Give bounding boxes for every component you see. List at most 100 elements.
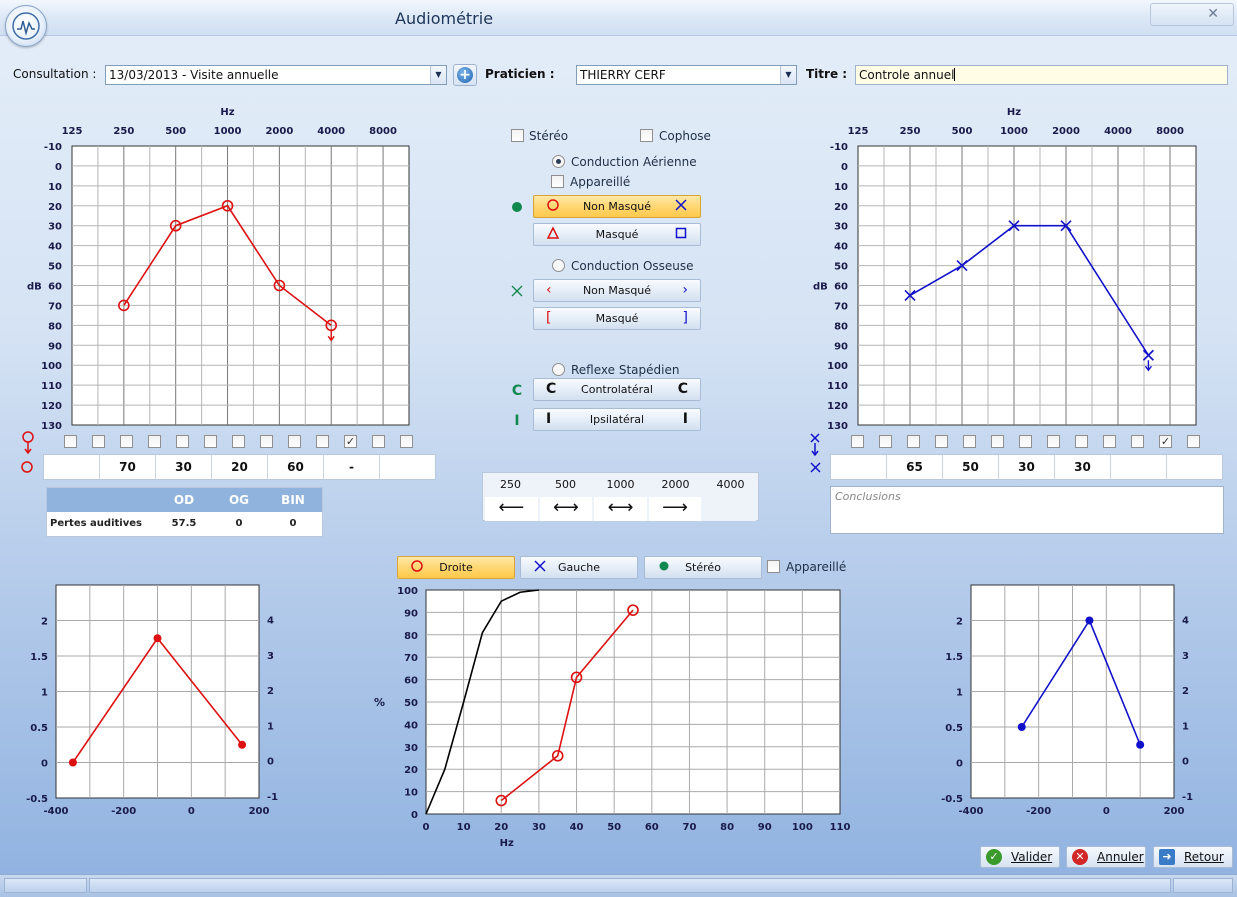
right-ear-circle-graphic [21, 461, 33, 473]
stereo-checkbox[interactable] [511, 129, 524, 142]
frequency-checkbox[interactable] [92, 435, 105, 448]
frequency-checkbox[interactable] [372, 435, 385, 448]
frequency-checkbox[interactable] [316, 435, 329, 448]
x-tick-label: 20 [494, 822, 508, 833]
audiometry-logo-icon[interactable] [5, 5, 47, 47]
conduction-osseuse-radio[interactable] [552, 259, 565, 272]
threshold-cell[interactable]: 20 [211, 455, 267, 479]
y-axis-label: dB [813, 282, 828, 293]
frequency-checkbox[interactable] [991, 435, 1004, 448]
bone-non-masque-button[interactable]: ‹ Non Masqué › [533, 279, 701, 302]
series-line [500, 609, 634, 802]
arrow-right-icon[interactable]: ⟶ [649, 497, 704, 521]
x-tick-label: 500 [952, 126, 973, 137]
small-chart-right[interactable]: -400 -200 0 200 -0.5 0 0.5 1 1.5 2 -1 0 1 2 3 4 [930, 580, 1220, 825]
frequency-checkbox[interactable] [232, 435, 245, 448]
appareille-label: Appareillé [570, 175, 631, 189]
gauche-tab[interactable]: Gauche [520, 556, 638, 579]
threshold-cell[interactable]: - [323, 455, 379, 479]
chevron-down-icon[interactable]: ▼ [430, 66, 446, 84]
vocal-appareille-label: Appareillé [786, 560, 847, 574]
vocal-audiogram-chart[interactable]: 0 10 20 30 40 50 60 70 80 90 100 110 0 10 20 30 40 50 60 70… [365, 582, 865, 852]
cophose-checkbox[interactable] [640, 129, 653, 142]
frequency-checkbox[interactable] [1075, 435, 1088, 448]
frequency-checkbox[interactable] [1019, 435, 1032, 448]
y-tick-label: 0 [841, 162, 848, 173]
threshold-cell[interactable] [1110, 455, 1166, 479]
frequency-checkbox[interactable] [851, 435, 864, 448]
frequency-checkbox[interactable] [1047, 435, 1060, 448]
droite-tab[interactable]: Droite [397, 556, 515, 579]
threshold-cell[interactable]: 60 [267, 455, 323, 479]
controlateral-button[interactable]: C Controlatéral C [533, 378, 701, 401]
frequency-checkbox[interactable] [963, 435, 976, 448]
valider-button[interactable]: ✓ Valider [980, 846, 1060, 868]
x-tick-label: 250 [900, 126, 921, 137]
y2-tick-label: 0 [267, 757, 274, 768]
audiogram-left-chart[interactable]: -10 0 10 20 30 40 50 60 70 80 90 100 110 120 130 125 250… [800, 100, 1237, 435]
titre-input[interactable]: Controle annuel [855, 65, 1228, 85]
frequency-checkbox[interactable] [400, 435, 413, 448]
consultation-select[interactable]: 13/03/2013 - Visite annuelle ▼ [105, 65, 447, 85]
arrow-left-icon[interactable]: ⟵ [485, 497, 540, 521]
frequency-checkbox[interactable] [64, 435, 77, 448]
frequency-checkbox[interactable] [260, 435, 273, 448]
conclusions-textarea[interactable]: Conclusions [830, 486, 1224, 534]
threshold-cell[interactable] [831, 455, 886, 479]
threshold-cell[interactable]: 50 [942, 455, 998, 479]
air-masque-button[interactable]: Masqué [533, 223, 701, 246]
y-tick-label: 30 [834, 222, 848, 233]
frequency-checkbox[interactable]: ✓ [344, 435, 357, 448]
hearing-loss-table: OD OG BIN Pertes auditives 57.5 0 0 [46, 487, 323, 537]
threshold-cell[interactable]: 30 [998, 455, 1054, 479]
title-bar [0, 0, 1237, 36]
x-tick-label: 125 [62, 126, 83, 137]
frequency-checkbox[interactable] [879, 435, 892, 448]
threshold-cell[interactable] [1166, 455, 1222, 479]
arrow-both-icon[interactable]: ⟷ [540, 497, 595, 521]
ipsilateral-button[interactable]: I Ipsilatéral I [533, 408, 701, 431]
audiogram-right-chart[interactable]: -10 0 10 20 30 40 50 60 70 80 90 100 110 120 130 125 250… [0, 100, 440, 435]
frequency-checkbox[interactable] [120, 435, 133, 448]
threshold-cell[interactable]: 30 [155, 455, 211, 479]
frequency-checkbox[interactable] [288, 435, 301, 448]
threshold-cell[interactable] [379, 455, 435, 479]
bone-masque-button[interactable]: [ Masqué ] [533, 307, 701, 330]
air-non-masque-button[interactable]: Non Masqué [533, 195, 701, 218]
reflexe-stapedien-radio[interactable] [552, 363, 565, 376]
frequency-checkbox[interactable] [1103, 435, 1116, 448]
stereo-tab[interactable]: Stéréo [644, 556, 762, 579]
threshold-cell[interactable]: 30 [1054, 455, 1110, 479]
frequency-checkbox[interactable] [1187, 435, 1200, 448]
arrow-both-icon[interactable]: ⟷ [594, 497, 649, 521]
chevron-down-icon[interactable]: ▼ [780, 66, 796, 84]
y2-tick-label: -1 [1182, 792, 1193, 803]
arrow-empty-cell[interactable] [703, 497, 756, 521]
appareille-checkbox[interactable] [551, 175, 564, 188]
vocal-appareille-checkbox[interactable] [767, 560, 780, 573]
frequency-checkbox[interactable] [148, 435, 161, 448]
threshold-cell[interactable]: 65 [886, 455, 942, 479]
y-tick-label: 0.5 [30, 723, 48, 734]
praticien-select[interactable]: THIERRY CERF ▼ [576, 65, 797, 85]
frequency-checkbox[interactable] [935, 435, 948, 448]
x-tick-label: 90 [758, 822, 772, 833]
frequency-checkbox[interactable]: ✓ [1159, 435, 1172, 448]
air-active-dot-graphic [512, 202, 522, 212]
frequency-checkbox[interactable] [1131, 435, 1144, 448]
data-point-dot [153, 634, 162, 643]
i-left-icon: I [546, 411, 552, 427]
annuler-button[interactable]: ✕ Annuler [1066, 846, 1146, 868]
conduction-osseuse-label: Conduction Osseuse [571, 259, 694, 273]
threshold-cell[interactable]: 70 [99, 455, 155, 479]
frequency-checkbox[interactable] [176, 435, 189, 448]
conduction-aerienne-radio[interactable] [552, 155, 565, 168]
small-chart-left[interactable]: -400 -200 0 200 -0.5 0 0.5 1 1.5 2 -1 0 1 2 3 4 [15, 580, 305, 825]
y-tick-label: 0.5 [945, 723, 963, 734]
close-button[interactable]: ✕ [1150, 3, 1234, 26]
frequency-checkbox[interactable] [907, 435, 920, 448]
frequency-checkbox[interactable] [204, 435, 217, 448]
threshold-cell[interactable] [44, 455, 99, 479]
add-consultation-button[interactable]: + [453, 64, 477, 86]
retour-button[interactable]: ➜ Retour [1153, 846, 1233, 868]
